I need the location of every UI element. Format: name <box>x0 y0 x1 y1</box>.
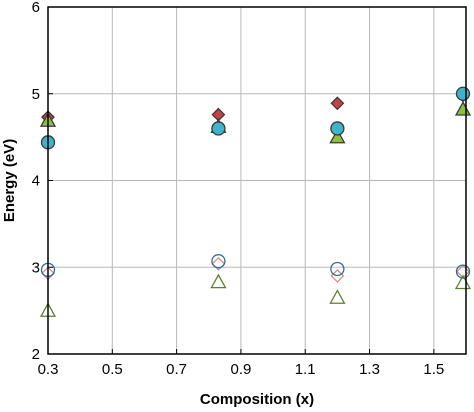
y-tick-labels: 2 3 4 5 6 <box>32 0 40 363</box>
point-circle-filled <box>455 86 471 101</box>
point-diamond-filled <box>330 96 345 111</box>
point-circle-open <box>211 254 226 269</box>
point-triangle-open <box>210 273 227 289</box>
x-tick-label: 1.5 <box>423 361 444 378</box>
x-tick-label: 1.3 <box>359 361 380 378</box>
point-triangle-filled <box>329 128 346 144</box>
x-tick-label: 0.9 <box>230 361 251 378</box>
point-circle-filled <box>330 121 345 136</box>
grid-lines <box>47 6 466 355</box>
x-tick-labels: 0.3 0.5 0.7 0.9 1.1 1.3 1.5 <box>38 361 445 378</box>
point-circle-filled <box>211 121 226 136</box>
y-tick-label: 6 <box>32 0 40 16</box>
y-tick-label: 4 <box>32 173 40 190</box>
point-triangle-open <box>329 289 346 304</box>
x-tick-label: 1.1 <box>295 361 316 378</box>
data-points <box>39 86 472 317</box>
point-circle-open <box>330 261 345 277</box>
point-circle-open <box>455 264 471 279</box>
point-triangle-filled <box>454 101 472 116</box>
y-tick-label: 2 <box>32 346 40 363</box>
x-tick-label: 0.5 <box>102 361 123 378</box>
plot-frame <box>47 6 467 355</box>
y-axis-label: Energy (eV) <box>1 139 18 222</box>
x-tick-label: 0.3 <box>38 361 59 378</box>
x-axis-label: Composition (x) <box>200 391 314 408</box>
point-diamond-open <box>211 256 226 271</box>
y-tick-label: 3 <box>32 259 40 276</box>
x-tick-label: 0.7 <box>166 361 187 378</box>
y-tick-label: 5 <box>32 86 40 103</box>
